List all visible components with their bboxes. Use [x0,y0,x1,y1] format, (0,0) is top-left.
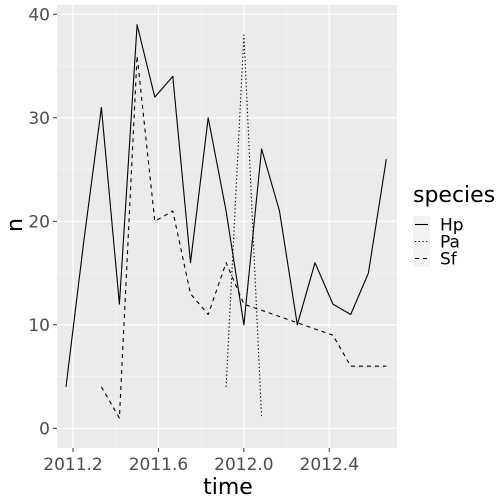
y-axis-title: n [3,218,28,232]
legend-label-sf: Sf [440,250,458,270]
x-tick-label: 2011.6 [129,455,188,475]
series-lines [65,24,387,419]
major-gridlines [57,5,397,448]
series-line-pa [225,34,263,419]
x-tick-label: 2012.4 [300,455,359,475]
y-tick-label: 20 [28,212,50,232]
series-line-hp [65,24,387,387]
legend-key-sf [413,250,430,267]
legend-label-hp: Hp [440,216,464,236]
y-tick-label: 40 [28,5,50,25]
x-tick-labels: 2011.2 2011.6 2012.0 2012.4 [43,455,359,475]
minor-gridlines [57,5,397,448]
y-tick-label: 0 [39,419,50,439]
legend-label-pa: Pa [440,233,460,253]
y-tick-labels: 0 10 20 30 40 [28,5,50,439]
series-line-sf [100,55,387,419]
axis-ticks [53,13,330,452]
x-axis-title: time [203,475,253,500]
y-tick-label: 30 [28,109,50,129]
panel-background [57,5,397,448]
x-tick-label: 2012.0 [214,455,273,475]
y-tick-label: 10 [28,316,50,336]
legend-key-pa [413,233,430,250]
x-tick-label: 2011.2 [43,455,102,475]
legend-title: species [413,183,495,208]
